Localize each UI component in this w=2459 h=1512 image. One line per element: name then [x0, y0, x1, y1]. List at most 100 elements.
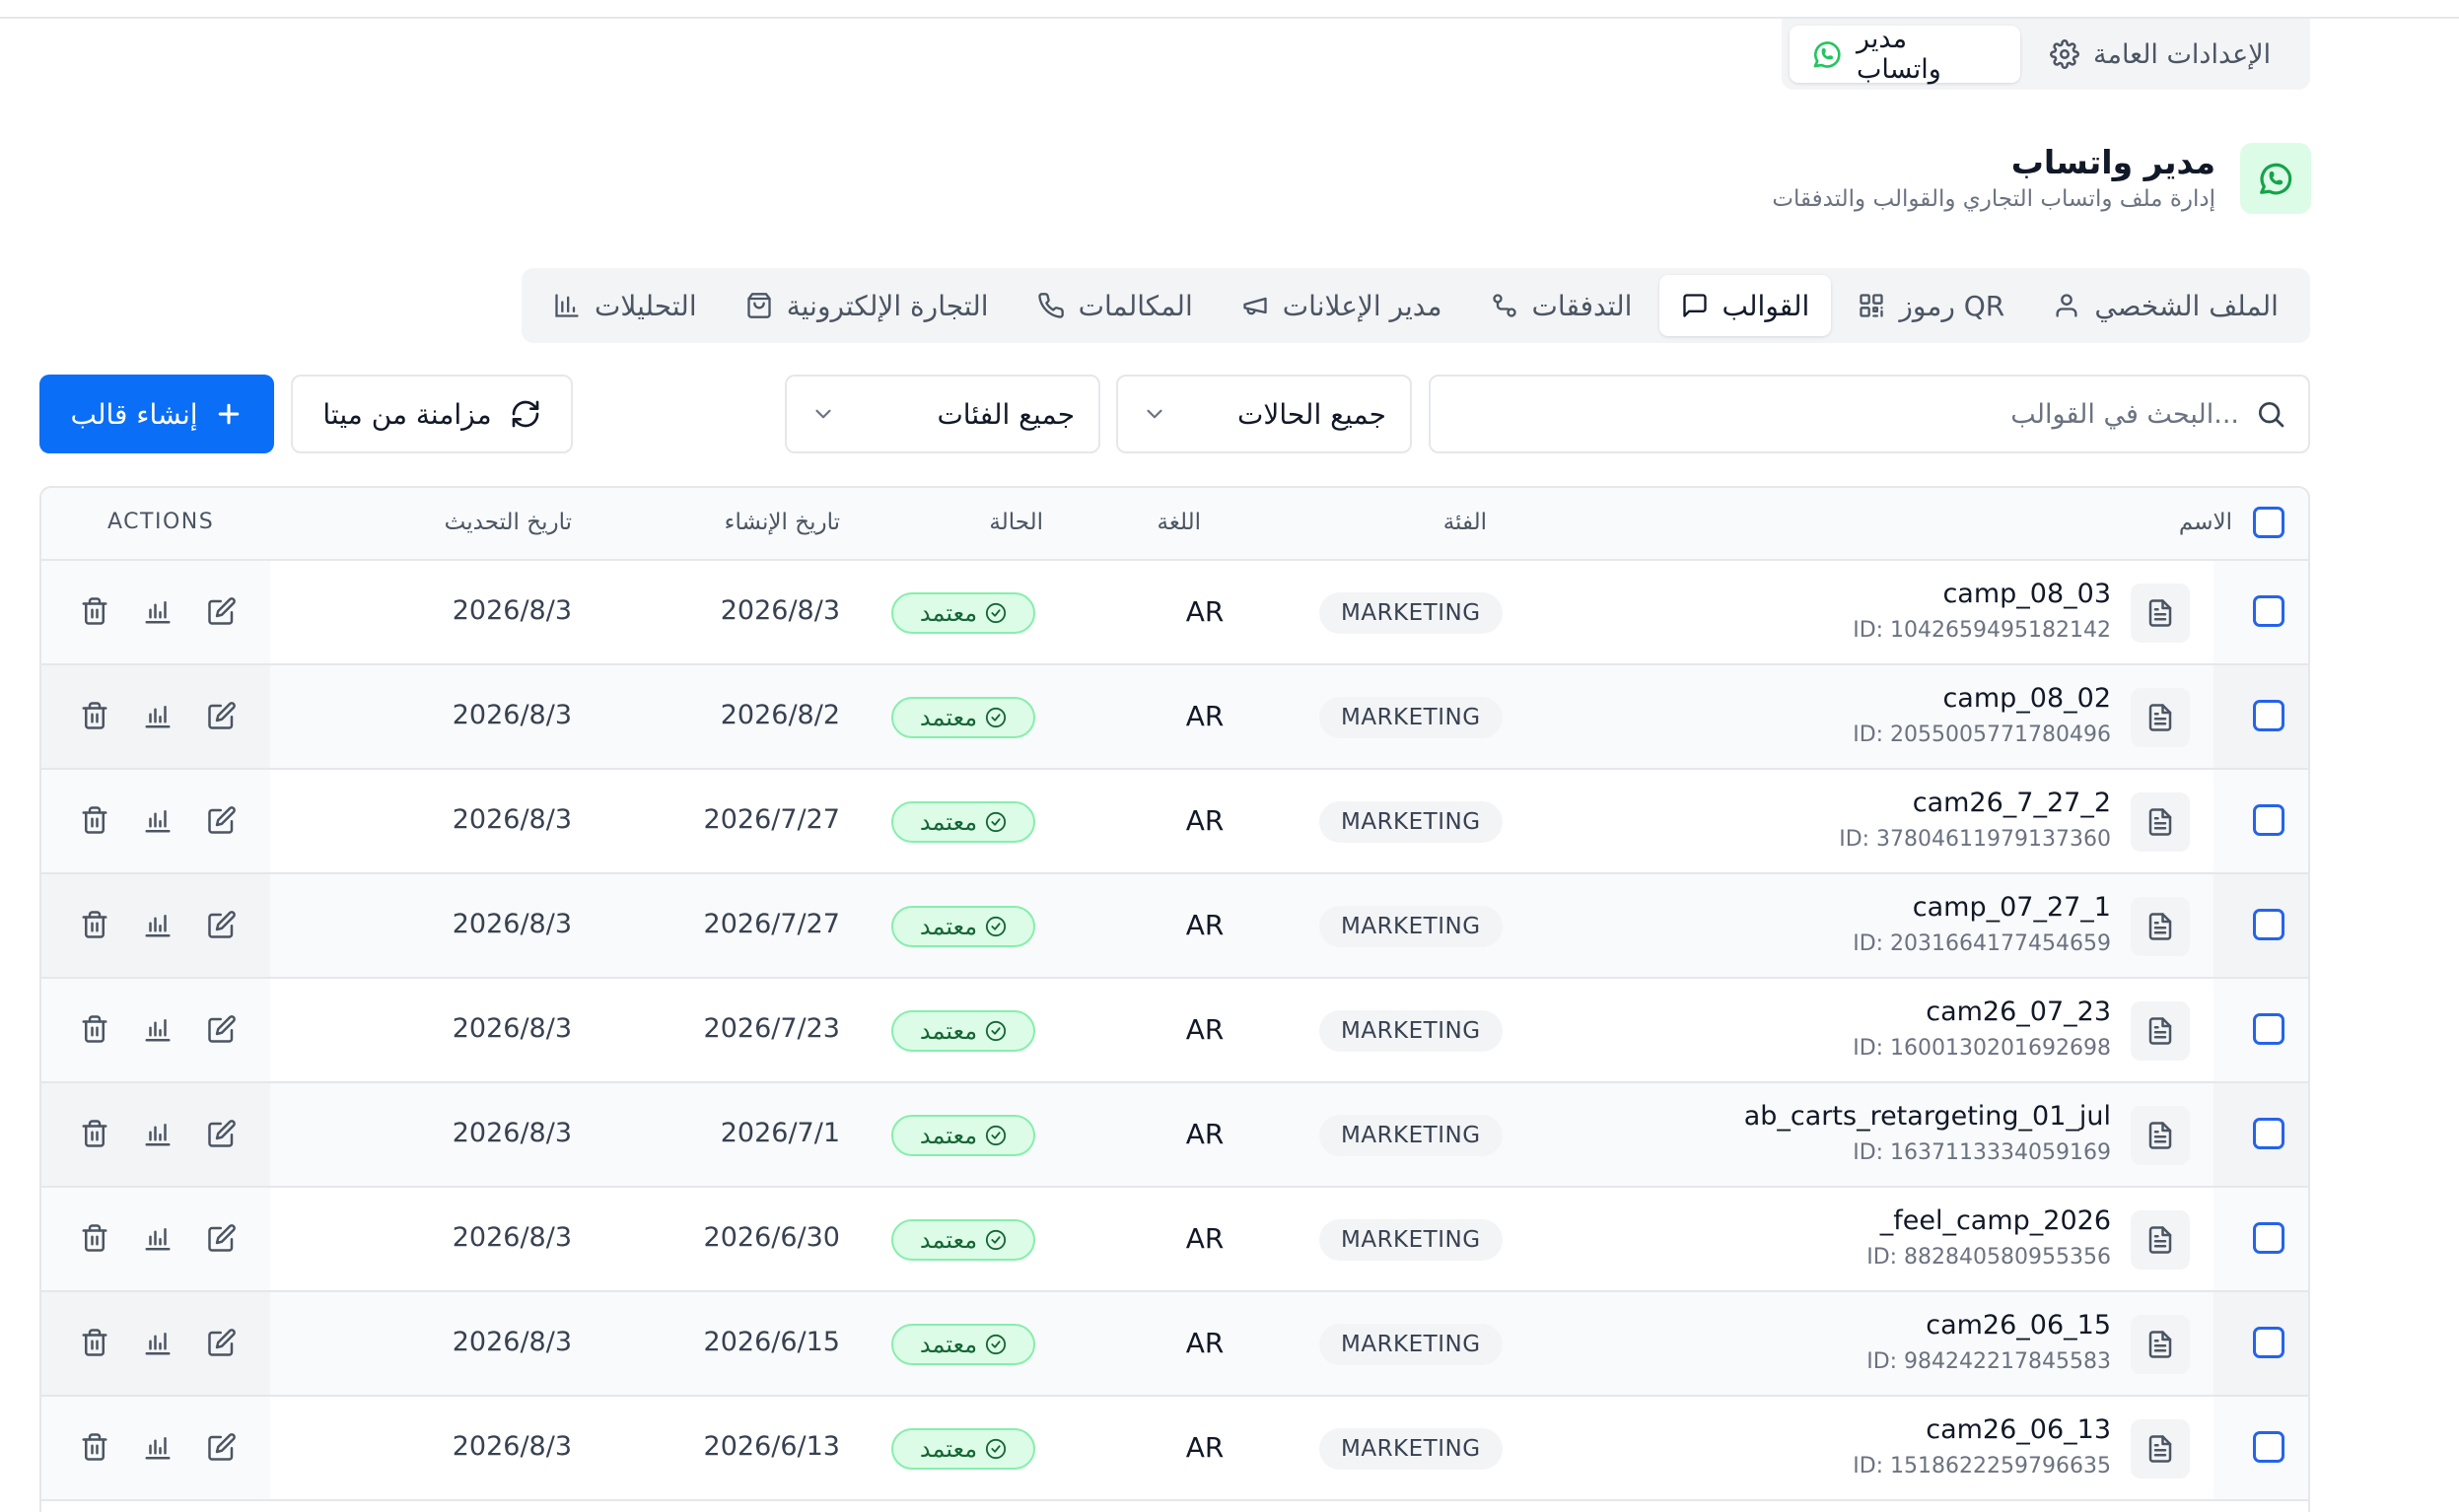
template-name[interactable]: camp_08_03 — [1942, 579, 2111, 609]
template-name[interactable]: camp_07_27_1 — [1912, 892, 2111, 923]
category-badge: MARKETING — [1319, 1010, 1503, 1052]
category-badge: MARKETING — [1319, 1115, 1503, 1156]
trash-icon[interactable] — [78, 1012, 111, 1046]
row-checkbox[interactable] — [2253, 1118, 2284, 1149]
table-row[interactable]: cam26_06_15 ID: 984242217845583 MARKETING A… — [41, 1292, 2308, 1397]
bar-chart-icon[interactable] — [141, 699, 175, 732]
template-id: ID: 2031664177454659 — [1853, 931, 2111, 956]
sync-from-meta-button[interactable]: مزامنة من ميتا — [291, 375, 573, 453]
trash-icon[interactable] — [78, 803, 111, 837]
table-row[interactable]: cam26_7_27_2 ID: 37804611979137360 MARKETI… — [41, 770, 2308, 874]
tab-label: المكالمات — [1078, 289, 1193, 322]
template-name[interactable]: cam26_06_15 — [1926, 1310, 2111, 1340]
bar-chart-icon[interactable] — [141, 908, 175, 941]
edit-icon[interactable] — [205, 699, 239, 732]
row-checkbox[interactable] — [2253, 700, 2284, 731]
table-row[interactable]: camp_08_03 ID: 1042659495182142 MARKETING A… — [41, 561, 2308, 665]
language-code: AR — [1185, 700, 1225, 732]
tab-ecommerce[interactable]: التجارة الإلكترونية — [724, 275, 1011, 336]
settings-tab-general[interactable]: الإعدادات العامة — [2028, 26, 2294, 83]
row-checkbox[interactable] — [2253, 595, 2284, 627]
status-filter-select[interactable]: جميع الحالات — [1116, 375, 1412, 453]
template-id: ID: 37804611979137360 — [1839, 827, 2111, 852]
search-field[interactable] — [1429, 375, 2310, 453]
table-row[interactable]: cam26_06_13 ID: 1518622259796635 MARKETING… — [41, 1397, 2308, 1501]
table-row[interactable]: _feel_camp_2026 ID: 882840580955356 MARKET… — [41, 1188, 2308, 1292]
tab-analytics[interactable]: التحليلات — [531, 275, 719, 336]
bar-chart-icon[interactable] — [141, 1117, 175, 1150]
bar-chart-icon[interactable] — [141, 803, 175, 837]
created-date: 2026/7/23 — [703, 1013, 840, 1044]
trash-icon[interactable] — [78, 699, 111, 732]
row-checkbox[interactable] — [2253, 1327, 2284, 1358]
tab-qr-codes[interactable]: رموز QR — [1836, 275, 2026, 336]
table-row[interactable]: camp_07_27_1 ID: 2031664177454659 MARKETIN… — [41, 874, 2308, 979]
tab-label: التجارة الإلكترونية — [786, 289, 989, 322]
shopping-bag-icon — [745, 292, 773, 319]
tab-templates[interactable]: القوالب — [1658, 275, 1832, 336]
template-name[interactable]: camp_08_02 — [1942, 683, 2111, 714]
bar-chart-icon[interactable] — [141, 1326, 175, 1359]
table-row[interactable]: cam26_07_23 ID: 1600130201692698 MARKETING… — [41, 979, 2308, 1083]
sync-button-label: مزامنة من ميتا — [322, 397, 492, 431]
bar-chart-icon[interactable] — [141, 1012, 175, 1046]
edit-icon[interactable] — [205, 1117, 239, 1150]
row-checkbox[interactable] — [2253, 1431, 2284, 1463]
edit-icon[interactable] — [205, 908, 239, 941]
edit-icon[interactable] — [205, 594, 239, 628]
template-id: ID: 882840580955356 — [1866, 1245, 2111, 1270]
tab-ads-manager[interactable]: مدير الإعلانات — [1220, 275, 1464, 336]
row-checkbox[interactable] — [2253, 1222, 2284, 1254]
tab-calls[interactable]: المكالمات — [1016, 275, 1215, 336]
table-row[interactable]: ab_carts_retargeting_01_jul ID: 163711333… — [41, 1083, 2308, 1188]
bar-chart-icon[interactable] — [141, 1430, 175, 1464]
row-checkbox[interactable] — [2253, 804, 2284, 836]
template-name[interactable]: cam26_07_23 — [1926, 997, 2111, 1027]
row-checkbox[interactable] — [2253, 909, 2284, 940]
user-icon — [2053, 292, 2080, 319]
trash-icon[interactable] — [78, 1117, 111, 1150]
trash-icon[interactable] — [78, 1221, 111, 1255]
category-badge: MARKETING — [1319, 592, 1503, 634]
edit-icon[interactable] — [205, 1326, 239, 1359]
updated-date: 2026/8/3 — [452, 1431, 572, 1462]
template-name[interactable]: cam26_7_27_2 — [1912, 788, 2111, 818]
category-filter-select[interactable]: جميع الفئات — [785, 375, 1100, 453]
template-name[interactable]: ab_carts_retargeting_01_jul — [1743, 1101, 2111, 1132]
trash-icon[interactable] — [78, 594, 111, 628]
template-name[interactable]: cam26_06_13 — [1926, 1414, 2111, 1445]
tab-flows[interactable]: التدفقات — [1469, 275, 1654, 336]
file-text-icon — [2131, 1315, 2190, 1374]
table-row[interactable]: camp_08_02 ID: 2055005771780496 MARKETING A… — [41, 665, 2308, 770]
bar-chart-icon[interactable] — [141, 594, 175, 628]
template-name[interactable]: _feel_camp_2026 — [1879, 1205, 2111, 1236]
row-checkbox[interactable] — [2253, 1013, 2284, 1045]
edit-icon[interactable] — [205, 803, 239, 837]
updated-date: 2026/8/3 — [452, 1118, 572, 1148]
file-text-icon — [2131, 1210, 2190, 1270]
tab-label: رموز QR — [1899, 289, 2005, 322]
select-all-checkbox[interactable] — [2253, 507, 2284, 538]
status-badge: معتمد — [891, 592, 1035, 634]
settings-tab-whatsapp-manager[interactable]: مدير واتساب — [1790, 24, 2020, 85]
column-header-updated: تاريخ التحديث — [444, 510, 572, 535]
template-id: ID: 1600130201692698 — [1853, 1036, 2111, 1061]
file-text-icon — [2131, 1419, 2190, 1478]
trash-icon[interactable] — [78, 1430, 111, 1464]
bar-chart-icon[interactable] — [141, 1221, 175, 1255]
page-title: مدير واتساب — [2010, 143, 2215, 181]
edit-icon[interactable] — [205, 1012, 239, 1046]
tab-profile[interactable]: الملف الشخصي — [2031, 275, 2300, 336]
trash-icon[interactable] — [78, 1326, 111, 1359]
create-template-button[interactable]: إنشاء قالب — [39, 375, 274, 453]
language-code: AR — [1185, 595, 1225, 628]
file-text-icon — [2131, 688, 2190, 747]
column-header-category: الفئة — [1442, 510, 1487, 535]
search-input[interactable] — [1452, 398, 2239, 430]
trash-icon[interactable] — [78, 908, 111, 941]
edit-icon[interactable] — [205, 1221, 239, 1255]
category-badge: MARKETING — [1319, 1219, 1503, 1261]
file-text-icon — [2131, 792, 2190, 852]
phone-icon — [1037, 292, 1065, 319]
edit-icon[interactable] — [205, 1430, 239, 1464]
